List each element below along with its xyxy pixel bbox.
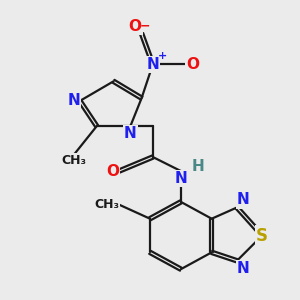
Text: S: S — [256, 226, 268, 244]
Text: N: N — [237, 261, 250, 276]
Text: O: O — [129, 19, 142, 34]
Text: CH₃: CH₃ — [94, 198, 119, 211]
Text: +: + — [158, 51, 167, 61]
Text: O: O — [106, 164, 119, 178]
Text: O: O — [187, 57, 200, 72]
Text: N: N — [146, 57, 159, 72]
Text: N: N — [175, 171, 187, 186]
Text: H: H — [191, 159, 204, 174]
Text: N: N — [124, 126, 137, 141]
Text: −: − — [140, 19, 151, 32]
Text: N: N — [237, 193, 250, 208]
Text: CH₃: CH₃ — [62, 154, 87, 167]
Text: N: N — [67, 93, 80, 108]
